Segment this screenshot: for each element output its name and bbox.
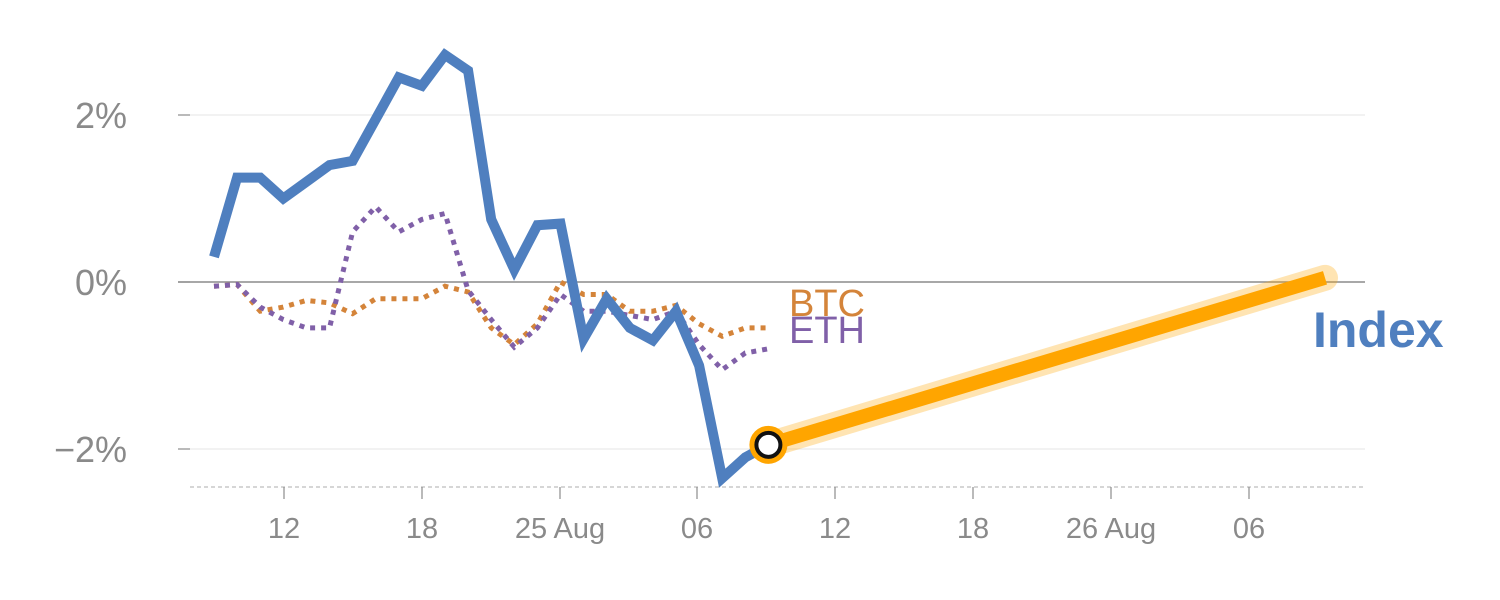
x-tick-label: 25 Aug	[515, 513, 605, 545]
y-tick-label: 2%	[75, 95, 127, 136]
y-tick-label: 0%	[75, 262, 127, 303]
projection-line	[766, 271, 1328, 452]
x-tick-label: 12	[268, 513, 300, 545]
series-label-eth: ETH	[789, 310, 865, 352]
x-tick-label: 12	[819, 513, 851, 545]
series-line-index	[209, 48, 771, 488]
series-layer	[209, 48, 771, 488]
axis-layer: 2% 0% −2% 12 18 25 Aug 06 12 18 26 Aug 06	[54, 95, 1365, 545]
projection-layer	[749, 264, 1338, 464]
x-tick-label: 18	[406, 513, 438, 545]
grid-layer	[178, 114, 1365, 450]
projection-start-marker	[754, 430, 783, 459]
x-tick-label: 06	[681, 513, 713, 545]
series-label-index: Index	[1313, 302, 1444, 358]
x-tick-label: 26 Aug	[1066, 513, 1156, 545]
x-tick-label: 06	[1233, 513, 1265, 545]
x-tick-label: 18	[957, 513, 989, 545]
y-tick-label: −2%	[54, 429, 127, 470]
series-label-btc: BTC	[789, 283, 865, 325]
